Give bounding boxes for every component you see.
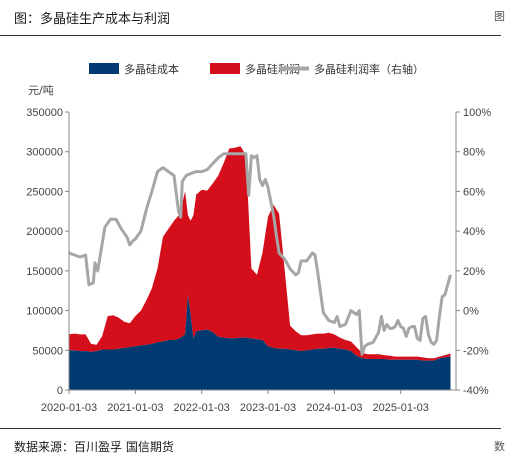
legend-label-rate: 多晶硅利润率（右轴） (314, 62, 424, 76)
profit-rate-line (68, 152, 452, 356)
plot-area (68, 146, 452, 390)
legend: 多晶硅成本 多晶硅利润 多晶硅利润率（右轴） (89, 62, 424, 76)
cropped-edge-glyph-bottom: 数 (494, 440, 505, 453)
left-y-tick-label: 100000 (26, 306, 63, 318)
cost-area (69, 294, 451, 390)
right-y-tick-label: 0% (463, 306, 479, 318)
right-y-tick-label: 40% (463, 226, 485, 238)
x-tick-label: 2025-01-03 (373, 402, 429, 414)
left-y-tick-label: 350000 (26, 107, 63, 119)
legend-label-cost: 多晶硅成本 (124, 62, 179, 76)
x-tick-label: 2024-01-03 (306, 402, 362, 414)
legend-swatch-cost (89, 63, 119, 74)
legend-swatch-profit (210, 63, 240, 74)
right-y-tick-label: 20% (463, 266, 485, 278)
left-y-tick-label: 250000 (26, 186, 63, 198)
x-tick-label: 2022-01-03 (174, 402, 230, 414)
right-y-tick-label: -40% (463, 385, 489, 397)
axes: 0 50000 100000 150000 200000 250000 300000 3500… (26, 107, 491, 414)
profit-area (69, 146, 451, 361)
right-y-tick-label: 80% (463, 147, 485, 159)
legend-label-profit: 多晶硅利润 (245, 62, 300, 76)
x-tick-label: 2020-01-03 (41, 402, 97, 414)
left-y-tick-label: 150000 (26, 266, 63, 278)
data-source: 数据来源：百川盈孚 国信期货 (14, 440, 174, 454)
left-y-tick-label: 300000 (26, 147, 63, 159)
cropped-edge-glyph: 图 (494, 10, 505, 23)
right-y-tick-label: 100% (463, 107, 491, 119)
left-y-tick-label: 200000 (26, 226, 63, 238)
left-y-tick-label: 0 (57, 385, 63, 397)
right-y-tick-label: 60% (463, 186, 485, 198)
y-axis-unit-label: 元/吨 (28, 84, 54, 97)
x-tick-label: 2021-01-03 (107, 402, 163, 414)
left-y-tick-label: 50000 (32, 345, 63, 357)
top-rule (0, 35, 501, 36)
bottom-rule (0, 428, 501, 429)
x-tick-label: 2023-01-03 (240, 402, 296, 414)
right-y-tick-label: -20% (463, 345, 489, 357)
chart-title: 图：多晶硅生产成本与利润 (14, 12, 171, 27)
